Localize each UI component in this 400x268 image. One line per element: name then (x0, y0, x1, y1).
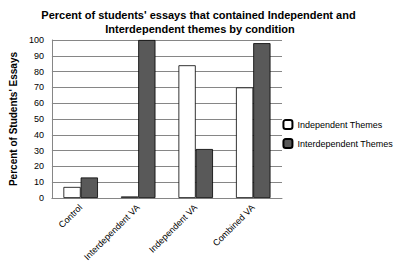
svg-text:Percent of students' essays th: Percent of students' essays that contain… (41, 9, 358, 21)
svg-text:20: 20 (34, 161, 44, 171)
svg-text:Percent of Students' Essays: Percent of Students' Essays (8, 52, 19, 187)
svg-text:0: 0 (39, 193, 44, 203)
svg-text:100: 100 (29, 35, 44, 45)
svg-text:Independent VA: Independent VA (147, 202, 199, 254)
svg-text:70: 70 (34, 82, 44, 92)
svg-text:60: 60 (34, 98, 44, 108)
svg-text:80: 80 (34, 67, 44, 77)
svg-text:Control: Control (57, 202, 85, 230)
svg-text:Interdependent Themes: Interdependent Themes (297, 139, 393, 149)
svg-text:Interdependent themes by condi: Interdependent themes by condition (105, 23, 295, 35)
svg-text:40: 40 (34, 130, 44, 140)
svg-text:Interdependent VA: Interdependent VA (82, 202, 142, 262)
svg-text:90: 90 (34, 51, 44, 61)
svg-text:30: 30 (34, 146, 44, 156)
svg-text:50: 50 (34, 114, 44, 124)
svg-text:Combined VA: Combined VA (211, 202, 257, 248)
svg-text:Independent Themes: Independent Themes (297, 120, 382, 130)
svg-text:10: 10 (34, 177, 44, 187)
